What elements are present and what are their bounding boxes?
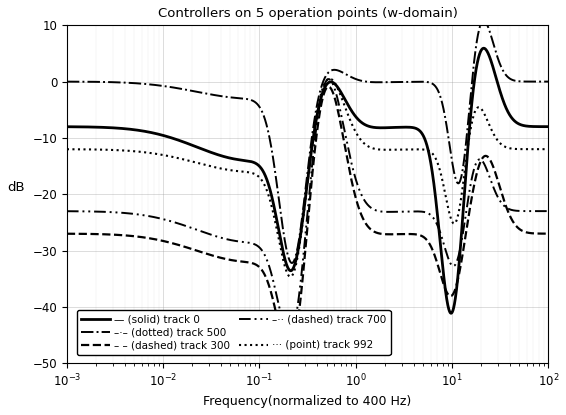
X-axis label: Frequency(normalized to 400 Hz): Frequency(normalized to 400 Hz)	[203, 395, 411, 408]
Y-axis label: dB: dB	[7, 181, 24, 194]
Title: Controllers on 5 operation points (w-domain): Controllers on 5 operation points (w-dom…	[158, 7, 457, 20]
Legend: — (solid) track 0, –·– (dotted) track 500, – – (dashed) track 300, –·· (dashed) : — (solid) track 0, –·– (dotted) track 50…	[77, 310, 391, 354]
